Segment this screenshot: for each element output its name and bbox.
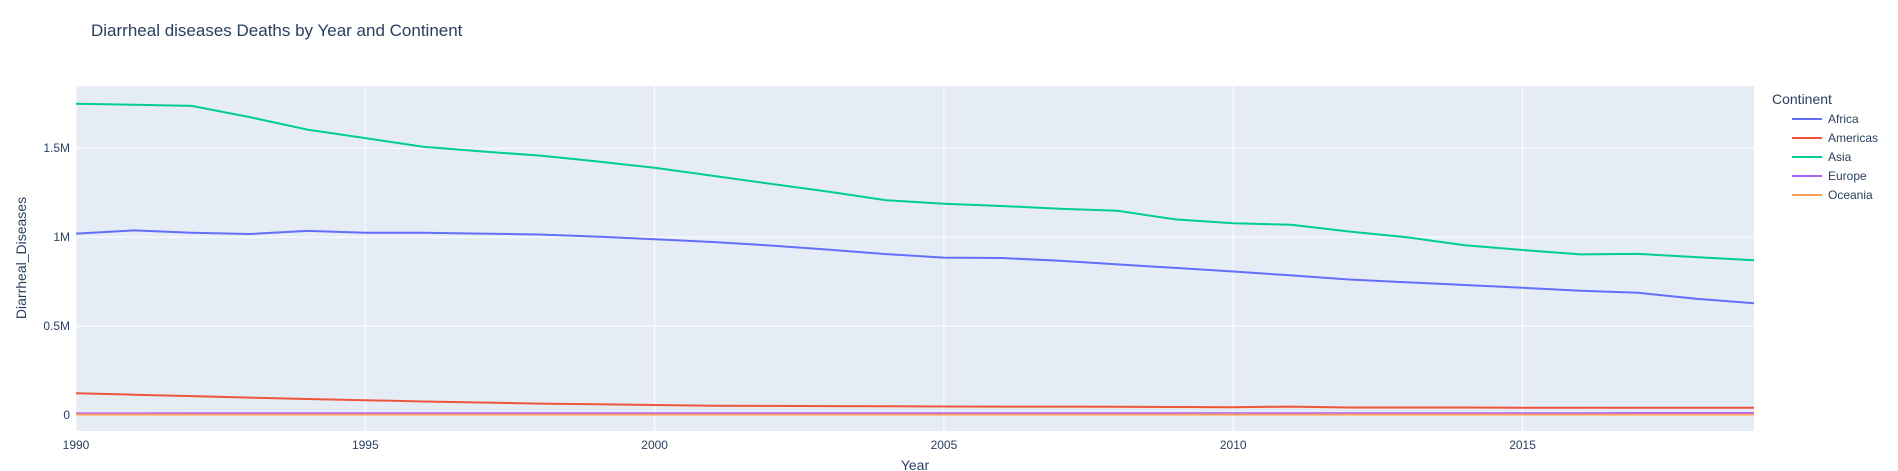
y-tick-label: 1.5M — [43, 141, 70, 155]
legend-label: Europe — [1828, 169, 1867, 183]
legend-item-americas[interactable]: Americas — [1792, 131, 1878, 145]
legend-label: Asia — [1828, 150, 1852, 164]
x-tick-label: 1995 — [352, 438, 379, 452]
legend-item-oceania[interactable]: Oceania — [1792, 188, 1873, 202]
legend-label: Oceania — [1828, 188, 1873, 202]
x-gridlines — [75, 86, 1524, 431]
y-axis-ticks: 0 0.5M 1M 1.5M — [43, 141, 70, 422]
x-axis-ticks: 1990 1995 2000 2005 2010 2015 — [63, 438, 1537, 452]
plot-area — [76, 86, 1754, 431]
y-axis-title: Diarrheal_Diseases — [13, 197, 29, 319]
series-line-asia — [75, 102, 1755, 262]
legend-item-asia[interactable]: Asia — [1792, 150, 1852, 164]
x-tick-label: 2005 — [931, 438, 958, 452]
y-tick-label: 0.5M — [43, 319, 70, 333]
x-axis-title: Year — [901, 457, 930, 471]
legend-title: Continent — [1772, 91, 1832, 107]
x-tick-label: 1990 — [63, 438, 90, 452]
series-line-americas — [75, 392, 1754, 409]
legend-item-europe[interactable]: Europe — [1792, 169, 1867, 183]
y-tick-label: 1M — [53, 230, 70, 244]
legend-label: Americas — [1828, 131, 1878, 145]
x-tick-label: 2000 — [641, 438, 668, 452]
legend-item-africa[interactable]: Africa — [1792, 112, 1859, 126]
series-lines — [75, 102, 1755, 416]
legend-label: Africa — [1828, 112, 1859, 126]
series-line-africa — [75, 229, 1755, 305]
x-tick-label: 2015 — [1509, 438, 1536, 452]
legend: Continent Africa Americas Asia Europe Oceani… — [1772, 91, 1878, 202]
y-tick-label: 0 — [63, 408, 70, 422]
x-tick-label: 2010 — [1220, 438, 1247, 452]
chart-title: Diarrheal diseases Deaths by Year and Co… — [91, 21, 463, 40]
